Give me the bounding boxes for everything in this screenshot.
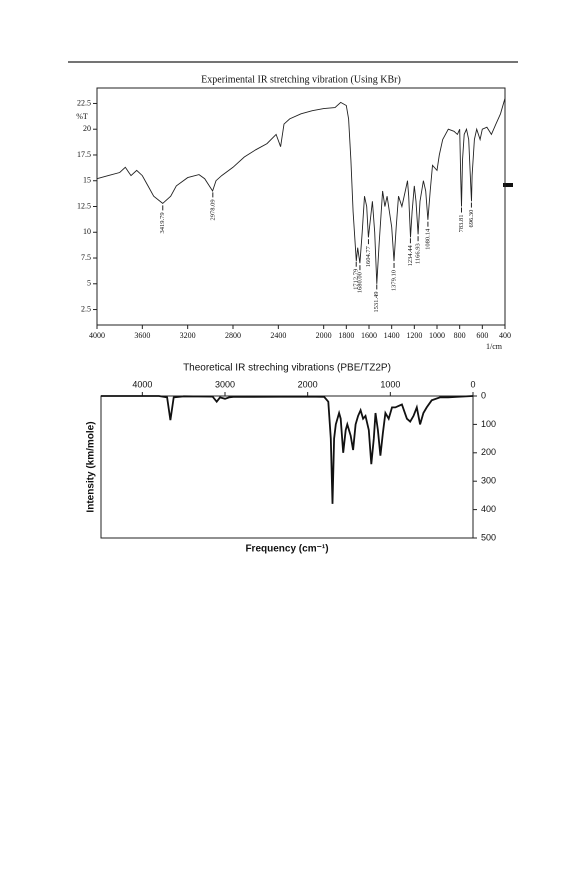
plot-frame [100,395,474,539]
x-tick-label: 800 [454,331,466,340]
plot-frame [96,87,506,326]
peak-label: 1080.14 [424,228,431,250]
peak-label: 1712.79 [353,269,360,290]
x-tick-label: 3600 [134,331,150,340]
spectrum-line [96,98,506,284]
peak-label: 1166.93 [415,243,422,264]
y-tick-label: 500 [481,532,496,542]
x-tick-label: 1000 [429,331,445,340]
y-tick-label: 300 [481,476,496,486]
peak-label: 3419.79 [159,212,166,233]
x-tick-label: 4000 [89,331,105,340]
x-axis-label: Frequency (cm⁻¹) [245,544,328,555]
y-tick-label: 0 [481,390,486,400]
spectrum-line [101,395,474,504]
x-axis-label: 1/cm [486,342,503,351]
y-axis-label: %T [76,112,88,121]
peak-label: 1531.49 [373,291,380,312]
y-tick-label: 10 [83,227,91,236]
peak-label: 696.30 [468,210,475,228]
y-tick-label: 20 [83,124,91,133]
x-tick-label: 1400 [384,331,400,340]
x-tick-label: 2000 [298,379,318,389]
y-tick-label: 100 [481,419,496,429]
x-tick-label: 600 [476,331,488,340]
x-tick-label: 3200 [180,331,196,340]
chart-title: Experimental IR stretching vibration (Us… [201,74,401,85]
x-tick-label: 2800 [225,331,241,340]
x-tick-label: 1600 [361,331,377,340]
peak-label: 1680.00 [356,272,363,293]
y-axis-label: Intensity (km/mole) [86,421,97,512]
x-tick-label: 1000 [380,379,400,389]
x-tick-label: 0 [470,379,475,389]
peak-label: 2978.09 [209,199,216,220]
peak-label: 1379.10 [391,270,398,291]
peak-label: 783.81 [458,215,465,233]
x-tick-label: 2400 [270,331,286,340]
y-tick-label: 15 [83,176,91,185]
y-tick-label: 2.5 [81,304,91,313]
peak-label: 1234.44 [407,245,414,267]
y-tick-label: 12.5 [77,201,91,210]
x-tick-label: 400 [499,331,511,340]
y-tick-label: 200 [481,447,496,457]
x-tick-label: 2000 [316,331,332,340]
y-tick-label: 400 [481,504,496,514]
x-tick-label: 3000 [215,379,235,389]
x-tick-label: 1800 [338,331,354,340]
page-marker [503,183,513,187]
x-tick-label: 4000 [132,379,152,389]
y-tick-label: 7.5 [81,253,91,262]
x-tick-label: 1200 [406,331,422,340]
y-tick-label: 17.5 [77,150,91,159]
chart-title: Theoretical IR streching vibrations (PBE… [183,363,391,374]
y-tick-label: 5 [87,279,91,288]
peak-label: 1604.77 [365,245,372,267]
y-tick-label: 22.5 [77,98,91,107]
